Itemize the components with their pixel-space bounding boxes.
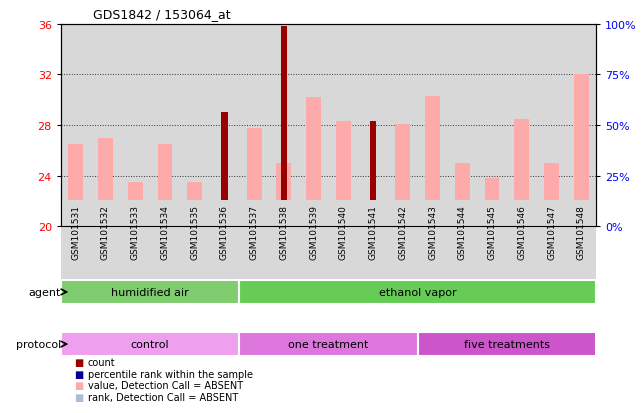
Bar <box>514 218 529 227</box>
Bar <box>128 183 143 227</box>
Text: GSM101535: GSM101535 <box>190 205 199 259</box>
Bar <box>395 216 410 227</box>
Bar <box>485 218 499 227</box>
Text: five treatments: five treatments <box>464 339 550 349</box>
Bar <box>365 221 381 227</box>
Bar <box>544 164 559 227</box>
Bar <box>276 164 292 227</box>
Bar <box>574 75 588 227</box>
Bar <box>336 122 351 227</box>
Bar <box>239 280 596 304</box>
Bar <box>455 164 470 227</box>
Bar <box>239 332 418 356</box>
Bar <box>276 218 292 227</box>
Text: count: count <box>88 357 115 367</box>
Text: GDS1842 / 153064_at: GDS1842 / 153064_at <box>93 8 231 21</box>
Bar <box>425 97 440 227</box>
Bar <box>281 27 287 227</box>
Text: GSM101534: GSM101534 <box>160 205 169 259</box>
Bar <box>336 216 351 227</box>
Text: ■: ■ <box>74 392 83 402</box>
Text: control: control <box>131 339 169 349</box>
Bar <box>128 218 143 227</box>
Bar <box>187 183 202 227</box>
Bar <box>370 122 376 227</box>
Text: GSM101544: GSM101544 <box>458 205 467 259</box>
Bar <box>544 218 559 227</box>
Text: GSM101539: GSM101539 <box>309 205 318 259</box>
Bar <box>514 119 529 227</box>
Bar <box>375 218 379 227</box>
Bar <box>286 218 290 227</box>
Bar <box>227 220 230 227</box>
Text: GSM101546: GSM101546 <box>517 205 526 259</box>
Text: GSM101547: GSM101547 <box>547 205 556 259</box>
Text: agent: agent <box>28 287 61 297</box>
Bar <box>247 128 262 227</box>
Text: ■: ■ <box>74 369 83 379</box>
Bar <box>425 216 440 227</box>
Bar <box>98 216 113 227</box>
Text: one treatment: one treatment <box>288 339 369 349</box>
Text: value, Detection Call = ABSENT: value, Detection Call = ABSENT <box>88 380 243 390</box>
Bar <box>247 218 262 227</box>
Text: GSM101542: GSM101542 <box>398 205 407 259</box>
Bar <box>455 218 470 227</box>
Bar <box>98 138 113 227</box>
Bar <box>158 216 172 227</box>
Bar <box>187 218 202 227</box>
Text: protocol: protocol <box>15 339 61 349</box>
Text: GSM101548: GSM101548 <box>577 205 586 259</box>
Text: GSM101543: GSM101543 <box>428 205 437 259</box>
Text: ■: ■ <box>74 357 83 367</box>
Bar <box>158 145 172 227</box>
Text: ■: ■ <box>74 380 83 390</box>
Text: percentile rank within the sample: percentile rank within the sample <box>88 369 253 379</box>
Text: GSM101545: GSM101545 <box>488 205 497 259</box>
Text: GSM101536: GSM101536 <box>220 205 229 259</box>
Bar <box>61 332 239 356</box>
Text: GSM101531: GSM101531 <box>71 205 80 259</box>
Text: humidified air: humidified air <box>112 287 189 297</box>
Text: rank, Detection Call = ABSENT: rank, Detection Call = ABSENT <box>88 392 238 402</box>
Bar <box>418 332 596 356</box>
Bar <box>217 221 232 227</box>
Text: GSM101532: GSM101532 <box>101 205 110 259</box>
Bar <box>69 145 83 227</box>
Bar <box>217 221 232 227</box>
Text: GSM101540: GSM101540 <box>339 205 348 259</box>
Bar <box>306 98 321 227</box>
Text: GSM101538: GSM101538 <box>279 205 288 259</box>
Bar <box>221 113 228 227</box>
Bar <box>365 218 381 227</box>
Bar <box>485 179 499 227</box>
Bar <box>61 280 239 304</box>
Text: ethanol vapor: ethanol vapor <box>379 287 456 297</box>
Text: GSM101541: GSM101541 <box>369 205 378 259</box>
Text: GSM101533: GSM101533 <box>131 205 140 259</box>
Bar <box>395 124 410 227</box>
Bar <box>69 217 83 227</box>
Bar <box>306 218 321 227</box>
Text: GSM101537: GSM101537 <box>250 205 259 259</box>
Bar <box>574 215 588 227</box>
